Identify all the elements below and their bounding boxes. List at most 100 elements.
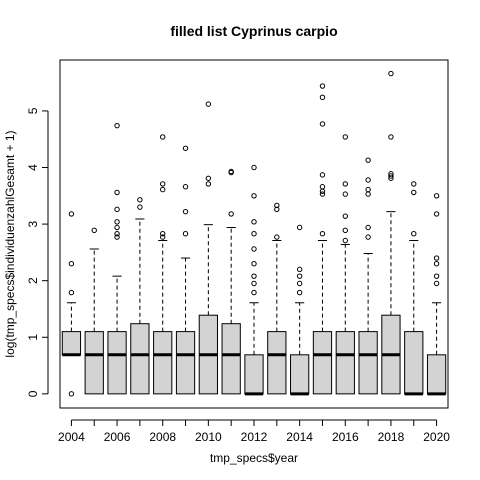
- outlier-point: [114, 234, 120, 240]
- x-tick-label: 2010: [195, 430, 222, 444]
- outlier-point: [251, 246, 257, 252]
- box-rect: [267, 331, 287, 395]
- outlier-point: [137, 204, 143, 210]
- outlier-point: [251, 219, 257, 225]
- outlier-point: [296, 266, 303, 273]
- x-tick-label: 2008: [149, 430, 176, 444]
- outlier-point: [251, 289, 257, 296]
- box-2019: [404, 181, 424, 396]
- outlier-point: [251, 231, 257, 237]
- outlier-point: [342, 134, 348, 140]
- outlier-point: [296, 280, 303, 287]
- outlier-point: [182, 208, 189, 215]
- outlier-point: [319, 184, 326, 190]
- box-rect: [61, 331, 82, 356]
- box-rect: [335, 331, 355, 395]
- outlier-point: [205, 175, 212, 181]
- outlier-point: [114, 219, 120, 225]
- outlier-point: [274, 202, 280, 209]
- box-group: [61, 70, 447, 397]
- box-rect: [153, 331, 173, 395]
- outlier-point: [319, 121, 326, 127]
- outlier-point: [388, 134, 394, 140]
- box-2005: [84, 227, 104, 395]
- y-tick-label: 3: [26, 220, 40, 227]
- outlier-point: [319, 94, 326, 101]
- outlier-point: [411, 181, 417, 187]
- outlier-point: [319, 172, 326, 178]
- box-2018: [381, 70, 401, 395]
- box-rect: [290, 354, 310, 395]
- y-tick-label: 0: [26, 390, 40, 397]
- x-tick-label: 2006: [104, 430, 131, 444]
- box-2008: [153, 134, 173, 395]
- outlier-point: [114, 206, 120, 213]
- box-rect: [312, 331, 333, 395]
- box-2009: [175, 145, 196, 395]
- outlier-point: [160, 186, 166, 193]
- outlier-point: [388, 171, 394, 177]
- outlier-point: [114, 122, 120, 129]
- y-tick-label: 5: [26, 107, 40, 114]
- outlier-point: [411, 189, 417, 196]
- outlier-point: [365, 157, 371, 163]
- box-2010: [198, 101, 218, 395]
- outlier-point: [91, 227, 97, 234]
- outlier-point: [319, 83, 326, 89]
- outlier-point: [342, 227, 348, 234]
- x-tick-label: 2020: [423, 430, 450, 444]
- box-2016: [335, 134, 355, 395]
- outlier-point: [388, 70, 394, 77]
- box-rect: [426, 354, 447, 395]
- outlier-point: [342, 213, 348, 219]
- outlier-point: [68, 391, 75, 397]
- outlier-point: [365, 177, 371, 183]
- outlier-point: [205, 181, 212, 187]
- outlier-point: [160, 181, 166, 187]
- outlier-point: [342, 237, 348, 244]
- y-axis-label: log(tmp_specs$individuenzahlGesamt + 1): [3, 130, 17, 357]
- outlier-point: [114, 189, 120, 196]
- box-2007: [130, 197, 150, 395]
- outlier-point: [137, 197, 143, 203]
- outlier-point: [433, 273, 440, 279]
- outlier-point: [296, 289, 303, 296]
- outlier-point: [342, 191, 348, 197]
- outlier-point: [388, 173, 394, 179]
- box-2015: [312, 83, 333, 395]
- outlier-point: [319, 188, 326, 194]
- chart-title: filled list Cyprinus carpio: [170, 23, 337, 39]
- outlier-point: [365, 186, 371, 193]
- box-2011: [221, 168, 241, 395]
- box-2006: [107, 122, 127, 395]
- x-tick-label: 2014: [286, 430, 313, 444]
- outlier-point: [228, 168, 234, 175]
- x-axis: 2004 2006 2008 2010 2012 2014 2016 2018 2020: [58, 419, 450, 444]
- box-2012: [244, 164, 264, 396]
- outlier-point: [319, 191, 326, 197]
- box-rect: [244, 354, 264, 395]
- outlier-point: [251, 164, 257, 171]
- outlier-point: [296, 224, 303, 231]
- box-rect: [175, 331, 196, 395]
- box-rect: [130, 323, 150, 395]
- x-tick-label: 2018: [378, 430, 405, 444]
- outlier-point: [182, 145, 189, 151]
- outlier-point: [228, 211, 234, 217]
- y-tick-label: 2: [26, 277, 40, 284]
- outlier-point: [433, 193, 440, 199]
- box-2004: [61, 211, 82, 397]
- x-tick-label: 2016: [332, 430, 359, 444]
- outlier-point: [296, 273, 303, 279]
- outlier-point: [433, 280, 440, 287]
- x-tick-label: 2004: [58, 430, 85, 444]
- outlier-point: [251, 261, 257, 267]
- box-rect: [221, 323, 241, 395]
- outlier-point: [160, 234, 166, 240]
- outlier-point: [68, 261, 75, 267]
- box-2020: [426, 193, 447, 396]
- x-axis-label: tmp_specs$year: [210, 451, 298, 465]
- plot-frame: [59, 59, 449, 409]
- outlier-point: [433, 255, 440, 261]
